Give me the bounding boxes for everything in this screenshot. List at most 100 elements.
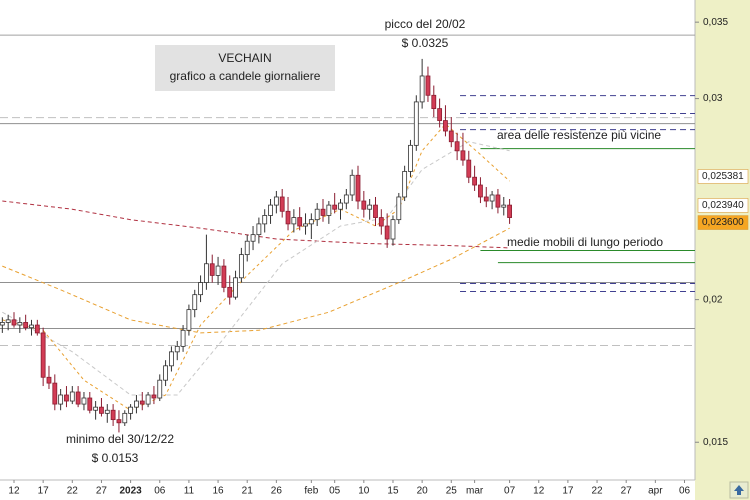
peak-value: $ 0.0325 [402, 36, 449, 50]
candle-body [145, 394, 151, 405]
candle-body [443, 120, 448, 132]
x-tick-label: 15 [387, 486, 399, 497]
candle-body [163, 365, 168, 381]
candle-body [396, 196, 402, 221]
candle-body [233, 277, 238, 298]
candle-body [174, 345, 180, 353]
candle-body [326, 204, 332, 216]
candle-body [472, 176, 478, 186]
candle-body [489, 194, 495, 202]
title-box [155, 45, 335, 91]
candle-body [198, 282, 203, 296]
candle-body [151, 394, 157, 399]
candle-body [122, 412, 128, 424]
candle-body [413, 101, 419, 146]
candle-body [454, 141, 460, 152]
candle-body [69, 391, 75, 402]
candle-body [134, 400, 139, 408]
x-tick-label: 26 [271, 486, 283, 497]
x-tick-label: 06 [679, 486, 691, 497]
candle-body [361, 200, 367, 210]
candle-body [99, 406, 104, 414]
candle-body [507, 204, 512, 218]
y-tick-label: 0,02 [703, 294, 723, 305]
candle-body [75, 391, 81, 405]
candle-body [204, 263, 209, 283]
candle-body [349, 174, 355, 196]
candle-body [408, 144, 413, 172]
x-tick-label: 11 [184, 486, 195, 497]
candle-body [478, 184, 483, 198]
x-tick-label: 06 [154, 486, 166, 497]
peak-label: picco del 20/02 [385, 17, 466, 31]
candle-body [431, 94, 437, 110]
candle-body [285, 210, 291, 225]
candle-body [23, 322, 29, 329]
x-tick-label: 21 [242, 486, 254, 497]
candle-body [367, 204, 373, 210]
candle-body [192, 294, 198, 311]
levels [0, 34, 695, 347]
candle-body [483, 196, 489, 202]
candle-body [501, 204, 507, 208]
candle-body [297, 217, 303, 227]
x-tick-label: 17 [38, 486, 50, 497]
candle-body [338, 202, 343, 210]
candle-body [186, 309, 192, 331]
x-tick-label: 22 [591, 486, 603, 497]
candle-body [390, 219, 396, 240]
candle-body [215, 265, 221, 276]
candle-body [279, 196, 285, 212]
candle-body [169, 351, 174, 367]
candle-body [378, 217, 384, 227]
candle-body [128, 406, 134, 414]
corner-icon [734, 485, 744, 495]
candles [0, 58, 512, 433]
x-tick-label: apr [648, 486, 663, 497]
moving-average [2, 200, 510, 249]
candle-body [460, 150, 466, 161]
candle-body [320, 208, 326, 216]
x-tick-label: 12 [8, 486, 20, 497]
candle-body [291, 217, 297, 225]
candle-body [104, 409, 110, 414]
candle-body [448, 130, 454, 143]
moving-averages [2, 123, 510, 411]
price-label-box [697, 198, 749, 213]
y-axis-panel [695, 0, 750, 500]
price-label: 0,025381 [702, 171, 744, 182]
candle-body [466, 159, 472, 178]
resistance-label: area delle resistenze più vicine [497, 128, 661, 142]
candle-body [244, 240, 250, 256]
x-tick-label: 22 [67, 486, 79, 497]
candle-body [425, 75, 431, 96]
y-tick-label: 0,015 [703, 437, 728, 448]
x-tick-label: 25 [446, 486, 458, 497]
y-tick-label: 0,03 [703, 93, 723, 104]
candle-body [0, 322, 5, 326]
candle-body [34, 324, 40, 334]
candle-body [93, 406, 99, 411]
candle-body [87, 397, 93, 411]
x-tick-label: feb [304, 486, 318, 497]
candle-body [314, 208, 320, 221]
x-axis-panel [0, 480, 695, 500]
x-tick-label: 17 [562, 486, 574, 497]
x-tick-label: 05 [329, 486, 341, 497]
x-tick-label: 10 [358, 486, 370, 497]
price-label-box [697, 215, 749, 230]
candle-body [308, 219, 314, 225]
moving-average [2, 141, 510, 396]
candle-body [139, 400, 145, 405]
candle-body [419, 75, 425, 103]
axes: 0,035 0,03 0,02 0,015 12 17 22 27 2023 06 11 16 21 26… [8, 17, 749, 497]
candle-body [384, 225, 390, 240]
x-tick-label: 07 [504, 486, 516, 497]
low-label: minimo del 30/12/22 [66, 432, 174, 446]
x-tick-label: 27 [621, 486, 633, 497]
candle-body [437, 108, 443, 121]
low-value: $ 0.0153 [92, 451, 139, 465]
candle-body [268, 204, 273, 216]
